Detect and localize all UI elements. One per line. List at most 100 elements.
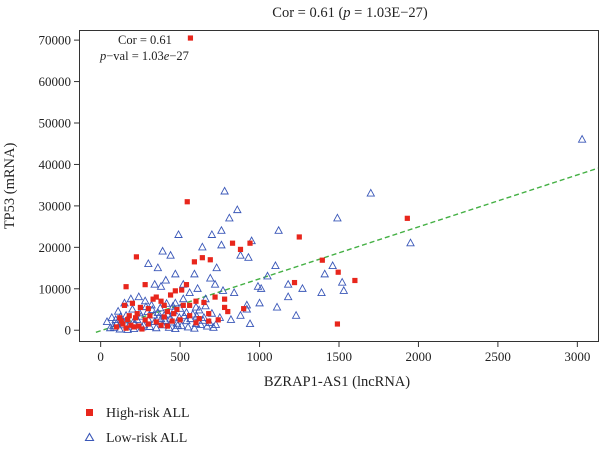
low-risk-point [207,229,217,238]
low-risk-point [232,205,242,214]
high-risk-point [113,324,120,330]
low-risk-point [170,269,180,278]
y-tick-label: 40000 [39,157,72,172]
high-risk-point [183,282,190,288]
high-risk-point [206,311,212,317]
legend: High-risk ALL Low-risk ALL [84,406,190,446]
high-risk-point [136,323,142,329]
high-risk-point [158,298,164,304]
low-risk-point [143,258,153,267]
high-risk-point [125,316,131,323]
low-risk-point [160,315,170,324]
low-risk-point [236,250,245,259]
low-risk-point [128,304,137,313]
low-risk-point [225,213,234,222]
x-tick-label: 3000 [564,349,590,364]
low-risk-point [107,312,117,321]
low-risk-point [174,229,183,238]
low-risk-point [406,238,415,247]
low-risk-point [291,310,301,319]
low-risk-point [283,279,293,288]
low-risk-point [102,316,112,325]
pval-p: p [99,49,106,63]
high-risk-point [169,318,175,324]
high-risk-point [164,323,170,329]
low-risk-point [339,285,349,294]
low-risk-point [218,285,228,294]
high-risk-point [128,322,134,328]
low-risk-point [217,225,226,234]
high-risk-point [167,292,174,298]
pval-rest: −val = 1.03 [106,49,164,63]
high-risk-point [191,259,198,265]
high-risk-point [212,294,218,300]
high-risk-point [147,313,153,319]
low-risk-point [205,273,215,282]
low-risk-point [178,294,188,303]
high-risk-point [225,308,231,315]
x-tick-label: 2500 [485,349,511,364]
high-risk-point [142,317,148,323]
low-risk-point [201,301,210,310]
low-risk-point [151,323,161,332]
high-risk-point [120,321,126,327]
high-risk-point [118,318,124,324]
legend-high-risk-marker [86,409,93,416]
low-risk-point [272,302,282,311]
high-risk-point [206,318,212,324]
pval-e: e [164,49,170,63]
low-risk-point [185,287,194,296]
high-risk-point [179,287,185,293]
high-risk-point [215,317,221,323]
low-risk-point [191,302,201,311]
low-risk-point [226,314,236,323]
low-risk-point [168,301,178,310]
x-axis-label: BZRAP1-AS1 (lncRNA) [264,374,410,390]
high-risk-point [193,298,199,304]
legend-low-risk-marker [84,432,95,442]
high-risk-point [153,294,159,300]
low-risk-point [153,263,163,272]
high-risk-point [177,317,183,323]
x-tick-label: 1500 [326,349,352,364]
legend-high-risk-label: High-risk ALL [106,406,190,421]
x-tick-label: 1000 [247,349,273,364]
low-risk-point [242,300,252,309]
low-risk-point [161,275,171,284]
low-risk-point [134,292,144,301]
high-risk-point [121,302,128,308]
low-risk-point [166,250,175,259]
fit-line-group [95,167,599,333]
low-risk-point [182,316,191,325]
low-risk-points [102,134,587,333]
y-tick-label: 60000 [39,74,72,89]
low-risk-point [156,281,166,290]
high-risk-point [221,296,228,302]
high-risk-point [117,315,123,321]
high-risk-points [113,35,410,332]
high-risk-point [134,311,140,317]
low-risk-point [210,279,220,288]
low-risk-point [298,283,307,292]
low-risk-point [190,269,199,278]
x-tick-label: 2000 [405,349,431,364]
high-risk-point [180,302,186,308]
high-risk-point [187,313,193,319]
low-risk-point [263,271,272,280]
y-tick-label: 50000 [39,116,72,131]
high-risk-point [126,313,132,319]
low-risk-point [337,277,347,286]
high-risk-point [164,308,170,315]
chart-title-main: Cor = 0.61 ( [272,5,343,21]
y-tick-label: 0 [65,323,72,338]
high-risk-point [221,304,228,311]
high-risk-point [161,314,167,320]
low-risk-point [256,283,266,292]
high-risk-point [184,199,190,205]
low-risk-point [211,319,221,328]
low-risk-point [194,305,204,314]
low-risk-point [328,261,338,270]
pval-exp: −27 [169,49,189,63]
y-tick-label: 20000 [39,240,72,255]
